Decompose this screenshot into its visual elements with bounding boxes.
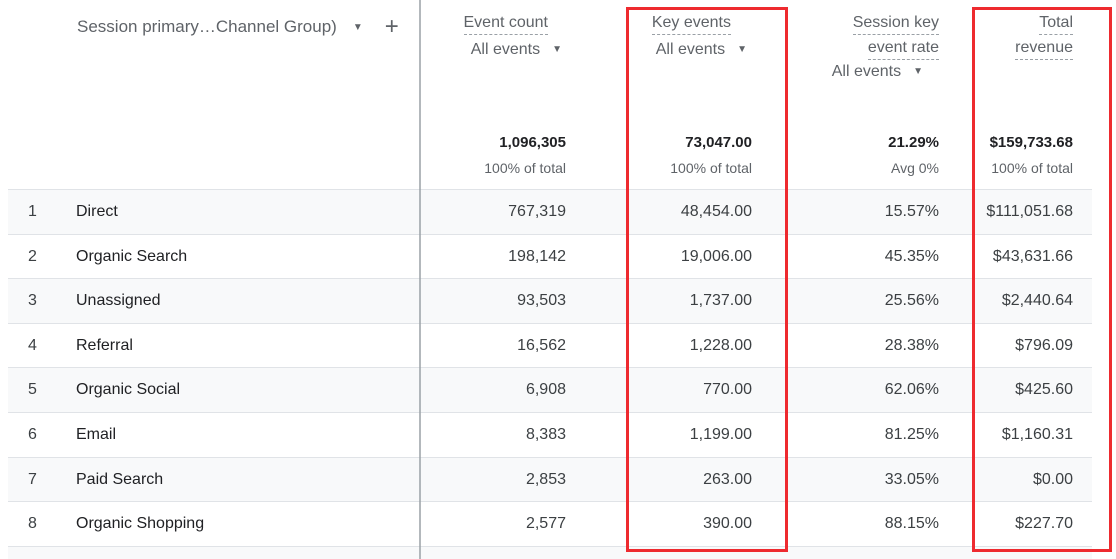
channel-name[interactable]: Referral xyxy=(76,336,133,354)
event-count-cell: 16,562 xyxy=(517,336,566,354)
dimension-header[interactable]: Session primary…Channel Group) ▼ + xyxy=(77,15,399,39)
caret-down-icon[interactable]: ▼ xyxy=(913,66,923,77)
revenue-cell: $2,440.64 xyxy=(1001,292,1073,310)
column-title-line-1[interactable]: Total xyxy=(1039,13,1073,35)
table-row[interactable]: 2 Organic Search 198,142 19,006.00 45.35… xyxy=(8,235,1092,280)
table-row[interactable]: 8 Organic Shopping 2,577 390.00 88.15% $… xyxy=(8,502,1092,547)
revenue-cell: $1,160.31 xyxy=(1001,425,1073,443)
column-divider[interactable] xyxy=(419,0,421,559)
revenue-cell: $43,631.66 xyxy=(992,247,1073,265)
table-header: Session primary…Channel Group) ▼ + Event… xyxy=(8,0,1092,190)
rate-cell: 28.38% xyxy=(884,336,939,354)
column-title-line-2[interactable]: event rate xyxy=(867,38,939,60)
column-header-event-count: Event count All events ▼ xyxy=(463,13,562,59)
channel-name[interactable]: Organic Search xyxy=(76,247,188,265)
column-title[interactable]: Event count xyxy=(463,13,548,35)
key-events-cell: 1,199.00 xyxy=(689,425,752,443)
caret-down-icon[interactable]: ▼ xyxy=(552,44,562,55)
event-count-cell: 2,853 xyxy=(525,470,566,488)
revenue-cell: $796.09 xyxy=(1015,336,1073,354)
event-count-cell: 93,503 xyxy=(517,292,566,310)
table-row[interactable]: 4 Referral 16,562 1,228.00 28.38% $796.0… xyxy=(8,324,1092,369)
column-header-session-key-event-rate: Session key event rate All events ▼ xyxy=(832,13,939,81)
rate-cell: 15.57% xyxy=(884,203,939,220)
key-events-cell: 770.00 xyxy=(703,381,752,399)
event-count-cell: 8,383 xyxy=(525,425,566,443)
column-header-total-revenue: Total revenue xyxy=(1015,13,1073,63)
channel-name[interactable]: Organic Shopping xyxy=(76,515,205,533)
table-row[interactable]: 6 Email 8,383 1,199.00 81.25% $1,160.31 xyxy=(8,413,1092,458)
rate-cell: 62.06% xyxy=(884,381,939,399)
revenue-cell: $111,051.68 xyxy=(986,203,1073,220)
rate-cell: 88.15% xyxy=(884,515,939,533)
table-row[interactable]: 1 Direct 767,319 48,454.00 15.57% $111,0… xyxy=(8,190,1092,235)
report-table: Session primary…Channel Group) ▼ + Event… xyxy=(8,0,1092,559)
key-events-cell: 1,228.00 xyxy=(689,336,752,354)
rate-cell: 25.56% xyxy=(884,292,939,310)
total-session-key-event-rate: 21.29% Avg 0% xyxy=(888,134,939,176)
column-title[interactable]: Key events xyxy=(651,13,731,35)
row-index: 8 xyxy=(28,515,37,533)
channel-name[interactable]: Direct xyxy=(76,203,118,220)
event-count-cell: 767,319 xyxy=(508,203,566,220)
channel-name[interactable]: Email xyxy=(76,425,117,443)
caret-down-icon[interactable]: ▼ xyxy=(737,44,747,55)
key-events-cell: 19,006.00 xyxy=(680,247,752,265)
table-row[interactable]: 7 Paid Search 2,853 263.00 33.05% $0.00 xyxy=(8,457,1092,503)
rate-cell: 81.25% xyxy=(884,425,939,443)
revenue-cell: $425.60 xyxy=(1015,381,1073,399)
row-index: 5 xyxy=(28,381,37,399)
rate-cell: 45.35% xyxy=(884,247,939,265)
event-selector[interactable]: All events ▼ xyxy=(470,41,562,58)
table-row-partial xyxy=(8,546,1092,559)
key-events-cell: 390.00 xyxy=(703,515,752,533)
total-event-count: 1,096,305 100% of total xyxy=(484,134,566,176)
key-events-cell: 263.00 xyxy=(703,470,752,488)
row-index: 6 xyxy=(28,425,37,443)
row-index: 7 xyxy=(28,470,37,488)
row-index: 2 xyxy=(28,247,37,265)
revenue-cell: $227.70 xyxy=(1015,515,1073,533)
key-events-cell: 48,454.00 xyxy=(680,203,752,220)
channel-name[interactable]: Organic Social xyxy=(76,381,181,399)
total-revenue: $159,733.68 100% of total xyxy=(989,134,1073,176)
column-title-line-2[interactable]: revenue xyxy=(1015,38,1073,60)
table-row[interactable]: 5 Organic Social 6,908 770.00 62.06% $42… xyxy=(8,368,1092,413)
rate-cell: 33.05% xyxy=(884,470,939,488)
caret-down-icon[interactable]: ▼ xyxy=(352,21,363,33)
revenue-cell: $0.00 xyxy=(1032,470,1073,488)
column-header-key-events: Key events All events ▼ xyxy=(651,13,747,59)
total-key-events: 73,047.00 100% of total xyxy=(670,134,752,176)
plus-icon[interactable]: + xyxy=(384,13,399,40)
row-index: 3 xyxy=(28,292,37,310)
event-count-cell: 198,142 xyxy=(508,247,566,265)
dimension-label[interactable]: Session primary…Channel Group) xyxy=(77,17,337,36)
channel-name[interactable]: Unassigned xyxy=(76,292,161,310)
row-index: 1 xyxy=(28,203,37,220)
row-index: 4 xyxy=(28,336,37,354)
table-row[interactable]: 3 Unassigned 93,503 1,737.00 25.56% $2,4… xyxy=(8,279,1092,324)
column-title-line-1[interactable]: Session key xyxy=(852,13,939,35)
key-events-cell: 1,737.00 xyxy=(689,292,752,310)
event-selector[interactable]: All events ▼ xyxy=(831,63,923,80)
event-count-cell: 6,908 xyxy=(525,381,566,399)
channel-name[interactable]: Paid Search xyxy=(76,470,164,488)
event-count-cell: 2,577 xyxy=(525,515,566,533)
table-body: 1 Direct 767,319 48,454.00 15.57% $111,0… xyxy=(8,190,1092,559)
event-selector[interactable]: All events ▼ xyxy=(655,41,747,58)
